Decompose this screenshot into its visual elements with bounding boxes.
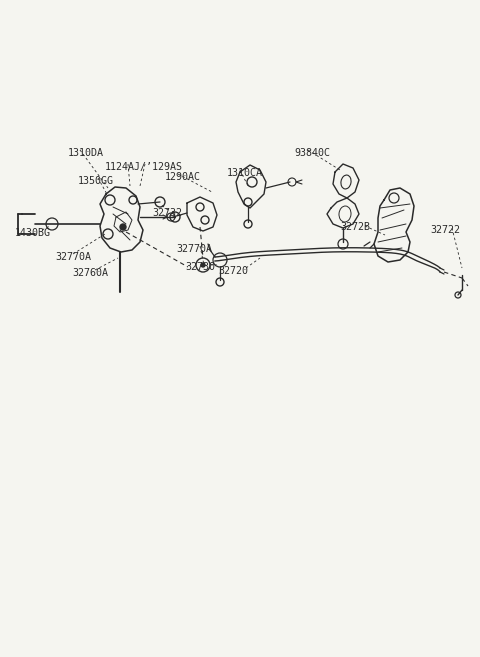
Text: 32770A: 32770A (176, 244, 212, 254)
Circle shape (201, 263, 205, 267)
Text: 32732: 32732 (152, 208, 182, 218)
Text: 1310CA: 1310CA (227, 168, 263, 178)
Text: 1430BG: 1430BG (15, 228, 51, 238)
Text: 93840C: 93840C (294, 148, 330, 158)
Text: 1290AC: 1290AC (165, 172, 201, 182)
Text: 32730: 32730 (185, 262, 215, 272)
Text: 32770A: 32770A (55, 252, 91, 262)
Text: 1310DA: 1310DA (68, 148, 104, 158)
Text: 32722: 32722 (430, 225, 460, 235)
Text: 32760A: 32760A (72, 268, 108, 278)
Text: 1124AJ/ʼ129AS: 1124AJ/ʼ129AS (105, 162, 183, 172)
Circle shape (120, 224, 126, 230)
Text: 3272B: 3272B (340, 222, 370, 232)
Text: 1350GG: 1350GG (78, 176, 114, 186)
Text: 32720: 32720 (218, 266, 248, 276)
